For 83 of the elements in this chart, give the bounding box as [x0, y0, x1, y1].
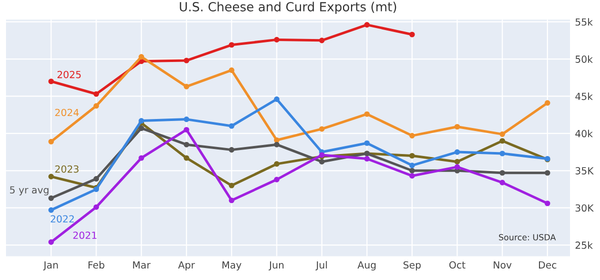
point [184, 58, 190, 64]
point [274, 176, 280, 182]
series-label: 2025 [58, 70, 81, 78]
point [228, 198, 234, 204]
x-tick-label: Jan [43, 261, 58, 270]
y-tick-label: 40k [575, 130, 593, 138]
point [138, 155, 144, 161]
point [184, 142, 190, 148]
x-tick-label: Mar [133, 261, 151, 269]
point [184, 126, 190, 132]
point [500, 180, 506, 186]
point [184, 116, 190, 122]
point [48, 239, 54, 245]
y-tick-label: 25k [576, 241, 593, 249]
point [274, 36, 280, 42]
point [228, 123, 234, 129]
point [93, 103, 100, 109]
point [228, 67, 234, 73]
point [48, 195, 54, 201]
point [274, 137, 280, 143]
point [454, 149, 460, 155]
point [184, 84, 190, 90]
annotation: Source: USDA [499, 234, 556, 240]
point [228, 42, 234, 48]
y-tick-label: 35K [576, 167, 594, 174]
point [319, 158, 325, 164]
point [544, 100, 550, 106]
point [184, 155, 190, 161]
point [454, 124, 460, 130]
point [319, 126, 325, 132]
x-tick-label: Jun [268, 261, 284, 270]
point [409, 32, 415, 38]
point [364, 22, 370, 28]
point [544, 200, 550, 206]
point [454, 164, 460, 170]
point [364, 140, 370, 146]
point [364, 156, 370, 162]
x-tick-label: Oct [449, 261, 466, 269]
x-tick-label: May [222, 261, 242, 270]
y-tick-label: 45k [575, 92, 593, 100]
point [48, 174, 54, 180]
series-label: 5 yr avg [10, 186, 48, 196]
point [93, 204, 100, 210]
series-label: 2021 [73, 232, 96, 239]
point [48, 207, 54, 213]
point [500, 138, 506, 144]
point [93, 176, 100, 182]
point [228, 147, 234, 153]
series-label: 2023 [55, 165, 79, 173]
point [138, 125, 144, 132]
point [500, 170, 506, 176]
point [500, 150, 506, 156]
point [138, 54, 144, 60]
point [454, 158, 460, 164]
x-tick-label: Aug [358, 261, 376, 270]
point [274, 161, 280, 167]
x-tick-label: Jul [315, 261, 327, 270]
x-tick-label: Apr [178, 261, 195, 270]
point [409, 168, 415, 174]
point [228, 182, 234, 188]
y-tick-label: 30K [576, 204, 594, 212]
point [500, 131, 506, 137]
point [274, 96, 280, 102]
point [319, 38, 325, 44]
chart-title: U.S. Cheese and Curd Exports (mt) [180, 2, 396, 14]
point [274, 142, 280, 148]
series-label: 2024 [55, 108, 79, 116]
point [409, 152, 415, 159]
y-tick-label: 55k [576, 18, 593, 26]
point [364, 111, 370, 117]
point [93, 91, 100, 97]
point [48, 78, 54, 84]
point [409, 173, 415, 179]
point [48, 138, 54, 144]
point [409, 132, 415, 138]
point [409, 162, 415, 168]
series-label: 2022 [50, 215, 74, 223]
x-tick-label: Feb [88, 261, 104, 269]
x-tick-label: Nov [494, 261, 512, 269]
x-tick-label: Dec [538, 261, 556, 269]
point [544, 170, 550, 176]
y-tick-label: 50k [576, 55, 593, 63]
x-tick-label: Sep [404, 261, 421, 270]
